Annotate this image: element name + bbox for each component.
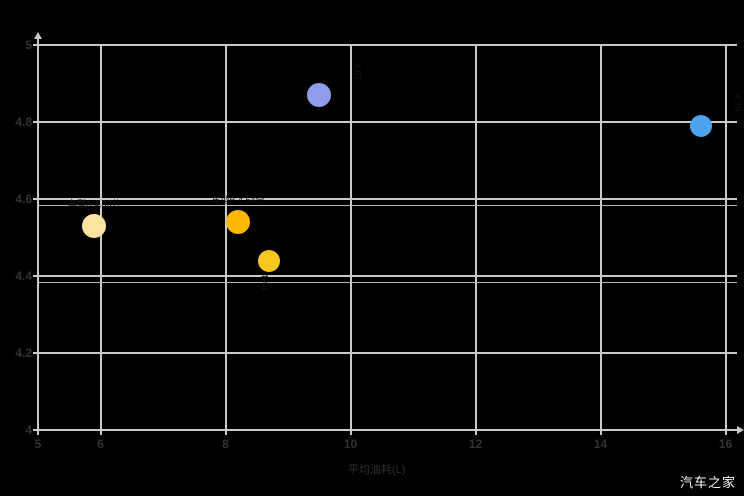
y-axis-arrow bbox=[34, 32, 42, 39]
gridline-vertical bbox=[99, 45, 102, 430]
x-axis-tick-label: 14 bbox=[593, 437, 608, 451]
scatter-point-label: 车型B 4.54分 bbox=[211, 195, 265, 206]
gridline-horizontal bbox=[38, 352, 737, 354]
scatter-point-label: 4.87 bbox=[352, 63, 363, 81]
x-axis-tick bbox=[724, 430, 727, 435]
x-axis-tick-label: 6 bbox=[97, 437, 104, 451]
gridline-vertical bbox=[724, 45, 727, 430]
x-axis-tick bbox=[599, 430, 602, 435]
scatter-point bbox=[689, 114, 712, 137]
y-axis-tick bbox=[33, 44, 38, 46]
gridline-vertical bbox=[349, 45, 352, 430]
gridline-vertical bbox=[599, 45, 602, 430]
x-axis-title: 平均油耗(L) bbox=[348, 464, 406, 476]
gridline-vertical bbox=[224, 45, 227, 430]
gridline-horizontal bbox=[38, 275, 737, 277]
y-axis-tick-label: 4.8 bbox=[15, 115, 32, 129]
y-axis-tick-label: 5 bbox=[25, 38, 32, 52]
x-axis-tick-label: 5 bbox=[34, 437, 42, 451]
x-axis-tick-label: 8 bbox=[222, 437, 229, 451]
scatter-point-label: 4.44 bbox=[259, 272, 270, 291]
watermark-autohome: 汽车之家 bbox=[679, 475, 736, 490]
scatter-point bbox=[258, 249, 281, 272]
x-axis-tick bbox=[99, 430, 102, 435]
scatter-point bbox=[226, 210, 250, 235]
scatter-point-label: 4.79 bbox=[732, 93, 743, 112]
x-axis-tick-label: 16 bbox=[718, 437, 733, 451]
y-axis-tick bbox=[33, 275, 38, 277]
scatter-point-label: 车型A 4.53分 bbox=[67, 198, 121, 209]
gridline-vertical bbox=[474, 45, 477, 430]
scatter-point bbox=[307, 83, 332, 108]
x-axis-tick bbox=[474, 430, 477, 435]
x-axis-tick bbox=[224, 430, 227, 435]
scatter-point bbox=[82, 213, 107, 238]
x-axis-tick bbox=[349, 430, 352, 435]
y-axis-tick-label: 4.6 bbox=[15, 192, 32, 206]
gridline-horizontal bbox=[38, 44, 737, 46]
y-axis-tick bbox=[33, 121, 38, 123]
reference-line bbox=[38, 204, 737, 206]
x-axis-tick-label: 10 bbox=[343, 437, 358, 451]
y-axis-tick-label: 4.2 bbox=[15, 346, 32, 360]
y-axis-tick bbox=[33, 352, 38, 354]
reference-line bbox=[38, 281, 737, 283]
x-axis-tick bbox=[37, 430, 39, 435]
x-axis-tick-label: 12 bbox=[468, 437, 483, 451]
x-axis-line bbox=[38, 429, 740, 431]
y-axis-tick-label: 4 bbox=[25, 423, 32, 437]
y-axis-tick bbox=[33, 429, 38, 431]
gridline-horizontal bbox=[38, 198, 737, 200]
y-axis-tick bbox=[33, 198, 38, 200]
y-axis-line bbox=[37, 39, 39, 430]
gridline-horizontal bbox=[38, 121, 737, 123]
x-axis-arrow bbox=[737, 426, 744, 434]
y-axis-tick-label: 4.4 bbox=[15, 269, 32, 283]
